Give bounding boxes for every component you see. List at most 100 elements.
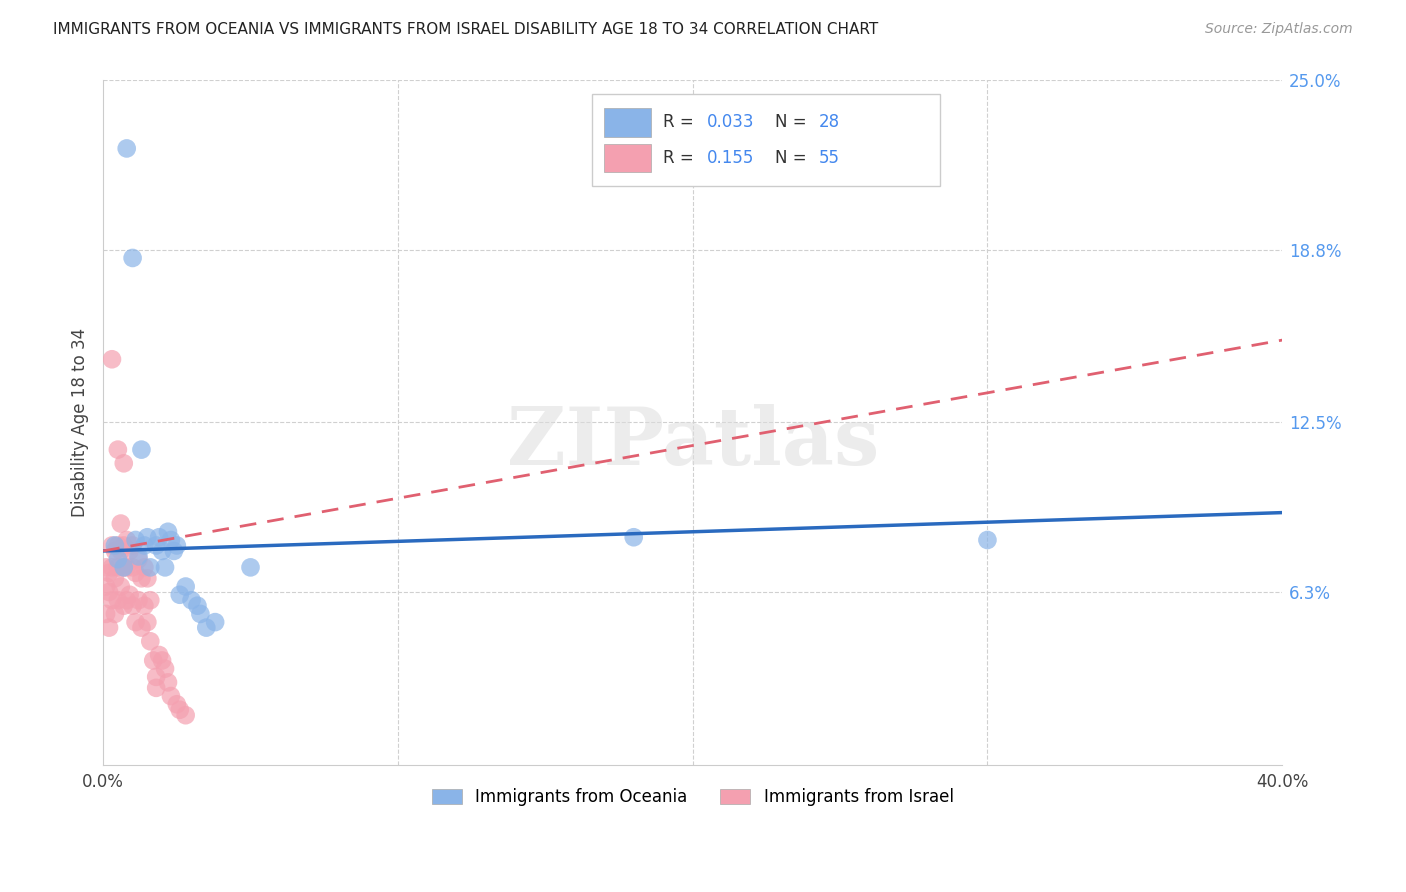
Point	[121, 560, 143, 574]
Point	[128, 552, 150, 566]
Point	[136, 530, 159, 544]
Point	[107, 442, 129, 457]
Point	[128, 549, 150, 564]
Point	[104, 544, 127, 558]
Point	[98, 566, 121, 580]
Point	[131, 621, 153, 635]
Point	[118, 588, 141, 602]
Point	[115, 533, 138, 547]
Point	[174, 580, 197, 594]
Text: R =: R =	[664, 149, 699, 167]
Point	[101, 560, 124, 574]
Point	[110, 580, 132, 594]
Point	[153, 560, 176, 574]
FancyBboxPatch shape	[605, 108, 651, 136]
Point	[134, 539, 156, 553]
Point	[148, 648, 170, 662]
Point	[101, 539, 124, 553]
Point	[107, 539, 129, 553]
Point	[98, 585, 121, 599]
Point	[121, 599, 143, 613]
Point	[150, 544, 173, 558]
Point	[134, 599, 156, 613]
Point	[124, 533, 146, 547]
Point	[145, 670, 167, 684]
Point	[153, 662, 176, 676]
Point	[180, 593, 202, 607]
Y-axis label: Disability Age 18 to 34: Disability Age 18 to 34	[72, 327, 89, 516]
Point	[118, 544, 141, 558]
Legend: Immigrants from Oceania, Immigrants from Israel: Immigrants from Oceania, Immigrants from…	[423, 780, 962, 814]
Point	[101, 593, 124, 607]
Point	[145, 539, 167, 553]
Text: IMMIGRANTS FROM OCEANIA VS IMMIGRANTS FROM ISRAEL DISABILITY AGE 18 TO 34 CORREL: IMMIGRANTS FROM OCEANIA VS IMMIGRANTS FR…	[53, 22, 879, 37]
Point	[94, 580, 117, 594]
Point	[107, 593, 129, 607]
Point	[94, 560, 117, 574]
Text: 0.033: 0.033	[707, 113, 755, 131]
Point	[139, 634, 162, 648]
Point	[136, 571, 159, 585]
Text: N =: N =	[775, 113, 813, 131]
Text: 28: 28	[818, 113, 839, 131]
Point	[136, 615, 159, 629]
Point	[104, 539, 127, 553]
Point	[121, 539, 143, 553]
FancyBboxPatch shape	[605, 144, 651, 172]
Point	[239, 560, 262, 574]
Point	[112, 560, 135, 574]
Point	[139, 593, 162, 607]
Point	[150, 653, 173, 667]
Point	[160, 689, 183, 703]
Point	[145, 681, 167, 695]
Point	[104, 571, 127, 585]
Point	[160, 533, 183, 547]
Point	[139, 560, 162, 574]
Point	[195, 621, 218, 635]
Point	[976, 533, 998, 547]
Point	[101, 352, 124, 367]
Text: R =: R =	[664, 113, 699, 131]
Point	[112, 456, 135, 470]
Point	[112, 539, 135, 553]
Point	[190, 607, 212, 621]
Point	[169, 703, 191, 717]
Point	[623, 530, 645, 544]
Point	[148, 530, 170, 544]
Text: ZIPatlas: ZIPatlas	[506, 404, 879, 482]
Point	[166, 698, 188, 712]
Point	[112, 599, 135, 613]
Point	[110, 544, 132, 558]
Point	[124, 566, 146, 580]
Point	[169, 588, 191, 602]
Point	[98, 621, 121, 635]
Point	[142, 653, 165, 667]
Text: N =: N =	[775, 149, 813, 167]
Point	[156, 524, 179, 539]
Point	[134, 560, 156, 574]
Point	[107, 552, 129, 566]
Point	[156, 675, 179, 690]
Point	[174, 708, 197, 723]
Text: 55: 55	[818, 149, 839, 167]
Point	[115, 593, 138, 607]
Point	[131, 571, 153, 585]
Point	[104, 607, 127, 621]
Point	[128, 593, 150, 607]
Point	[121, 251, 143, 265]
Point	[131, 442, 153, 457]
Point	[124, 615, 146, 629]
Point	[186, 599, 208, 613]
Point	[166, 539, 188, 553]
Point	[115, 141, 138, 155]
Point	[107, 560, 129, 574]
Point	[112, 560, 135, 574]
Point	[94, 607, 117, 621]
Point	[204, 615, 226, 629]
Point	[163, 544, 186, 558]
Point	[115, 560, 138, 574]
Point	[110, 516, 132, 531]
Text: Source: ZipAtlas.com: Source: ZipAtlas.com	[1205, 22, 1353, 37]
Text: 0.155: 0.155	[707, 149, 754, 167]
FancyBboxPatch shape	[592, 94, 941, 186]
